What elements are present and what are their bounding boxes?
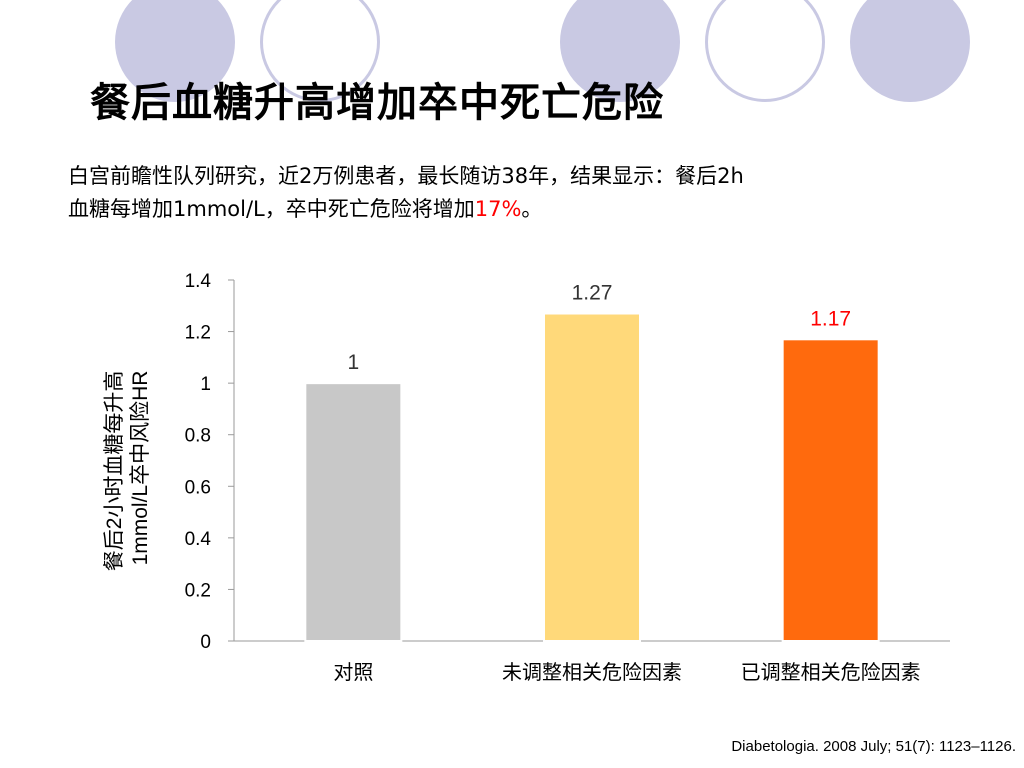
decor-circle [260, 0, 380, 102]
y-tick-label: 1.2 [185, 323, 211, 344]
decor-circle [705, 0, 825, 102]
y-tick-label: 0 [200, 632, 211, 653]
x-tick-labels: 对照 未调整相关危险因素 已调整相关危险因素 [333, 660, 920, 684]
intro-line-2-prefix: 血糖每增加1mmol/L，卒中死亡危险将增加 [68, 197, 475, 221]
y-ticks: 0 0.2 0.4 0.6 0.8 1 1.2 1.4 [185, 271, 234, 653]
bar-value-labels: 1 1.27 1.17 [347, 282, 851, 375]
bar-value-label: 1 [347, 351, 359, 374]
slide-title: 餐后血糖升高增加卒中死亡危险 [90, 80, 664, 126]
y-tick-label: 0.2 [185, 580, 211, 601]
bar-value-label: 1.27 [572, 282, 613, 305]
y-tick-label: 0.6 [185, 477, 211, 498]
x-tick-label: 对照 [333, 660, 373, 684]
bars [304, 312, 880, 642]
bar-3 [781, 338, 880, 642]
y-axis-label-line-1: 餐后2小时血糖每升高 [103, 371, 126, 572]
bar-2 [543, 312, 641, 642]
y-tick-label: 1 [200, 374, 211, 395]
citation: Diabetologia. 2008 July; 51(7): 1123–112… [731, 738, 1016, 755]
bar-value-label: 1.17 [810, 307, 851, 330]
decor-circle [850, 0, 970, 102]
intro-text: 白宫前瞻性队列研究，近2万例患者，最长随访38年，结果显示：餐后2h 血糖每增加… [68, 160, 988, 226]
decor-circle [560, 0, 680, 102]
intro-line-1: 白宫前瞻性队列研究，近2万例患者，最长随访38年，结果显示：餐后2h [68, 164, 744, 188]
y-axis-label: 餐后2小时血糖每升高 1mmol/L卒中风险HR [103, 365, 152, 572]
y-tick-label: 0.4 [185, 529, 212, 550]
intro-line-2: 血糖每增加1mmol/L，卒中死亡危险将增加17%。 [68, 193, 988, 226]
y-tick-label: 1.4 [185, 271, 212, 292]
intro-highlight: 17% [474, 197, 522, 221]
x-tick-label: 未调整相关危险因素 [502, 660, 682, 684]
decor-circle [115, 0, 235, 102]
y-tick-label: 0.8 [185, 426, 211, 447]
intro-line-2-suffix: 。 [521, 197, 543, 221]
y-axis-label-line-2: 1mmol/L卒中风险HR [129, 371, 152, 566]
bar-1 [304, 382, 403, 642]
x-tick-label: 已调整相关危险因素 [741, 660, 921, 684]
